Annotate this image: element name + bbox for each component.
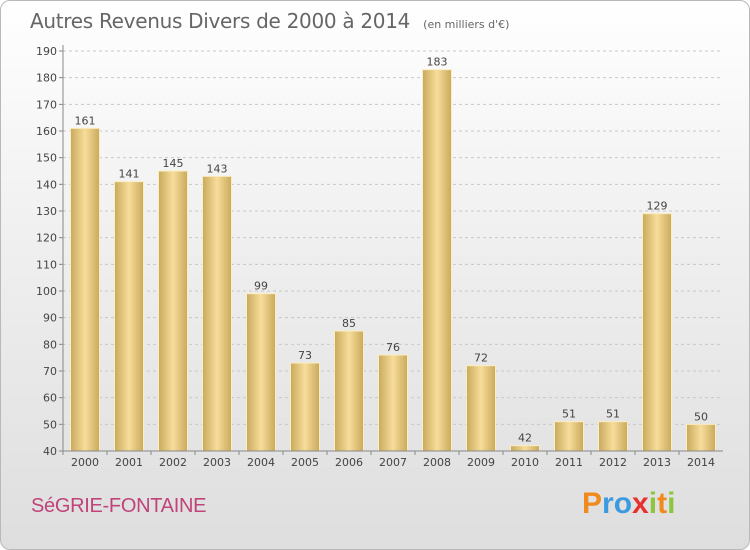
- y-tick-label: 130: [36, 205, 57, 218]
- x-tick-label: 2007: [379, 456, 407, 469]
- data-labels: 161 141 145 143 99 73 85 76 183 72 42 51 51 129 50: [75, 56, 709, 445]
- bar-2013: [642, 213, 672, 452]
- logo-letter: r: [602, 487, 614, 520]
- bar-2009: [466, 365, 496, 452]
- bar-2014: [686, 423, 716, 452]
- x-tick-label: 2000: [71, 456, 99, 469]
- value-label: 99: [254, 280, 268, 293]
- y-tick-label: 150: [36, 152, 57, 165]
- logo-letter: i: [648, 487, 658, 520]
- x-tick-label: 2014: [687, 456, 715, 469]
- x-tick-label: 2008: [423, 456, 451, 469]
- bar-2000: [70, 127, 100, 452]
- bar-2011: [554, 421, 584, 452]
- bar-2002: [158, 170, 188, 452]
- x-tick-label: 2004: [247, 456, 275, 469]
- y-tick-label: 40: [43, 445, 57, 458]
- y-tick-label: 70: [43, 365, 57, 378]
- value-label: 141: [119, 168, 140, 181]
- bar-2004: [246, 293, 276, 452]
- value-label: 51: [562, 408, 576, 421]
- bar-2003: [202, 175, 232, 452]
- value-label: 51: [606, 408, 620, 421]
- value-label: 183: [427, 56, 448, 69]
- y-tick-label: 100: [36, 285, 57, 298]
- chart-unit-note: (en milliers d'€): [423, 18, 510, 31]
- x-tick-label: 2010: [511, 456, 539, 469]
- x-tick-label: 2009: [467, 456, 495, 469]
- x-tick-label: 2001: [115, 456, 143, 469]
- bars: [70, 69, 716, 452]
- title-block: Autres Revenus Divers de 2000 à 2014 (en…: [30, 9, 509, 33]
- y-tick-label: 160: [36, 125, 57, 138]
- y-tick-label: 190: [36, 45, 57, 58]
- proxiti-logo: Proxiti: [582, 487, 675, 521]
- bar-2008: [422, 69, 452, 452]
- x-tick-label: 2005: [291, 456, 319, 469]
- y-tick-label: 180: [36, 72, 57, 85]
- x-tick-label: 2011: [555, 456, 583, 469]
- logo-letter: i: [667, 487, 676, 520]
- value-label: 161: [75, 114, 96, 127]
- logo-letter: o: [613, 487, 633, 520]
- value-label: 85: [342, 317, 356, 330]
- value-label: 129: [647, 200, 668, 213]
- bar-2006: [334, 330, 364, 452]
- value-label: 50: [694, 410, 708, 423]
- bar-2007: [378, 354, 408, 452]
- value-label: 76: [386, 341, 400, 354]
- value-label: 72: [474, 352, 488, 365]
- y-tick-label: 90: [43, 312, 57, 325]
- commune-name: SéGRIE-FONTAINE: [31, 495, 207, 517]
- x-tick-label: 2002: [159, 456, 187, 469]
- y-tick-label: 110: [36, 258, 57, 271]
- value-label: 145: [163, 157, 184, 170]
- y-tick-label: 140: [36, 178, 57, 191]
- logo-letter: x: [632, 487, 649, 520]
- x-tick-label: 2003: [203, 456, 231, 469]
- y-tick-label: 80: [43, 338, 57, 351]
- value-label: 42: [518, 432, 532, 445]
- value-label: 73: [298, 349, 312, 362]
- logo-letter: t: [657, 487, 668, 520]
- bar-2012: [598, 421, 628, 452]
- y-tick-label: 60: [43, 392, 57, 405]
- y-tick-label: 120: [36, 232, 57, 245]
- x-tick-label: 2013: [643, 456, 671, 469]
- chart-title: Autres Revenus Divers de 2000 à 2014: [30, 9, 411, 33]
- axes: [62, 45, 723, 452]
- x-tick-label: 2012: [599, 456, 627, 469]
- bar-2005: [290, 362, 320, 452]
- logo-letter: P: [582, 487, 603, 520]
- x-axis-ticks: 2000 2001 2002 2003 2004 2005 2006 2007 2008 2009…: [62, 451, 715, 469]
- y-tick-label: 50: [43, 418, 57, 431]
- value-label: 143: [207, 162, 228, 175]
- x-tick-label: 2006: [335, 456, 363, 469]
- y-axis-ticks: 40 50 60 70 80 90 100 110 120 130 140 150 160 170 180 1…: [36, 45, 63, 458]
- bar-2001: [114, 181, 144, 452]
- y-tick-label: 170: [36, 98, 57, 111]
- bar-2010: [510, 445, 540, 452]
